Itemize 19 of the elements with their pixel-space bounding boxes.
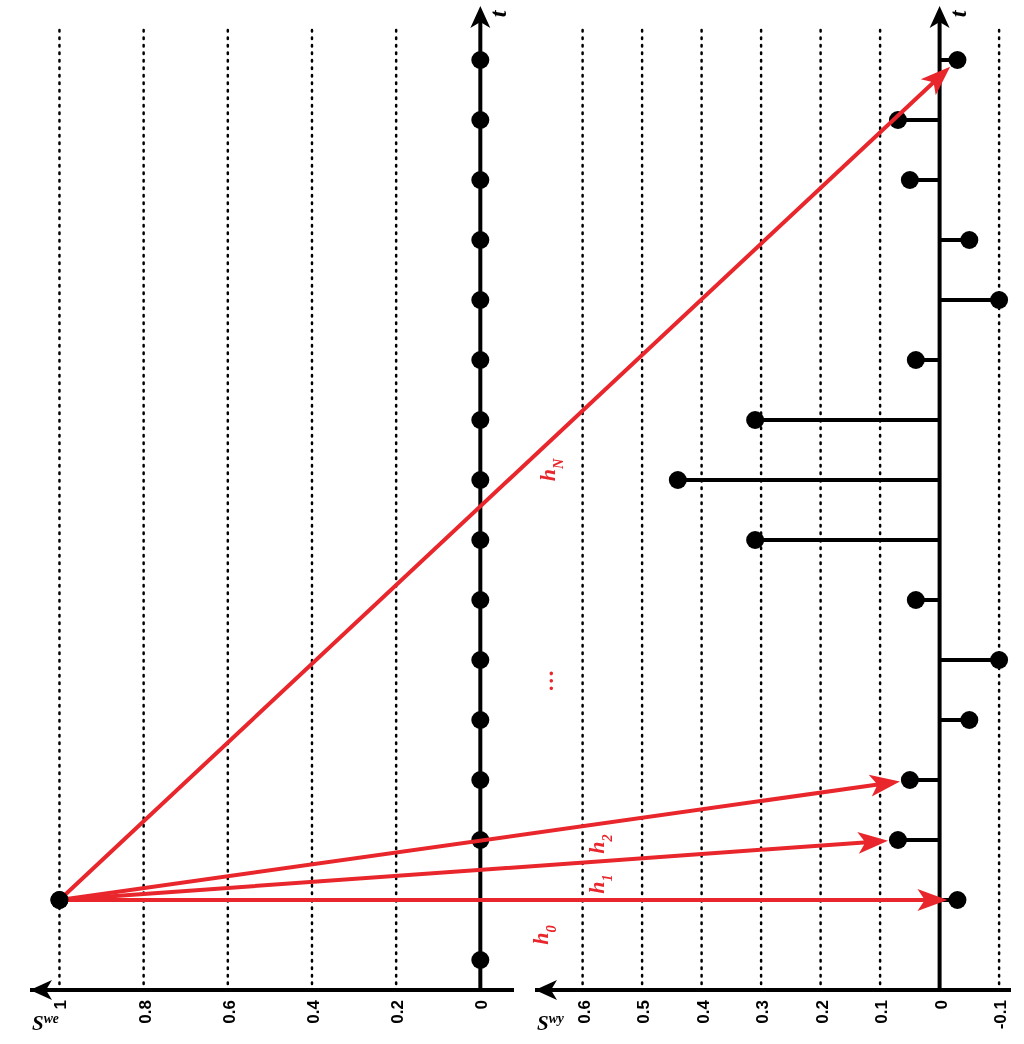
- x-tick-label: 0.5: [634, 1000, 654, 1024]
- x-axis-title: S$^{wy}$: [537, 1010, 565, 1035]
- annotation: …: [533, 669, 558, 691]
- x-tick-label: 0.4: [303, 999, 323, 1024]
- x-tick-label: 0.3: [753, 1000, 773, 1024]
- x-tick-label: 1: [51, 1000, 71, 1010]
- x-tick-label: 0.4: [693, 999, 713, 1024]
- x-tick-label: 0.1: [872, 1000, 892, 1024]
- x-tick-label: 0.2: [388, 1000, 408, 1024]
- x-tick-label: 0.6: [574, 1000, 594, 1024]
- x-axis-title: S$^{we}$: [32, 1010, 59, 1035]
- y-axis-title: t: [485, 9, 512, 18]
- x-tick-label: 0: [931, 1000, 951, 1010]
- x-tick-label: 0: [472, 1000, 492, 1010]
- y-axis-title: t: [944, 9, 971, 18]
- x-tick-label: 0.6: [219, 1000, 239, 1024]
- x-tick-label: -0.1: [991, 1000, 1011, 1030]
- x-tick-label: 0.8: [135, 1000, 155, 1024]
- x-tick-label: 0.2: [812, 1000, 832, 1024]
